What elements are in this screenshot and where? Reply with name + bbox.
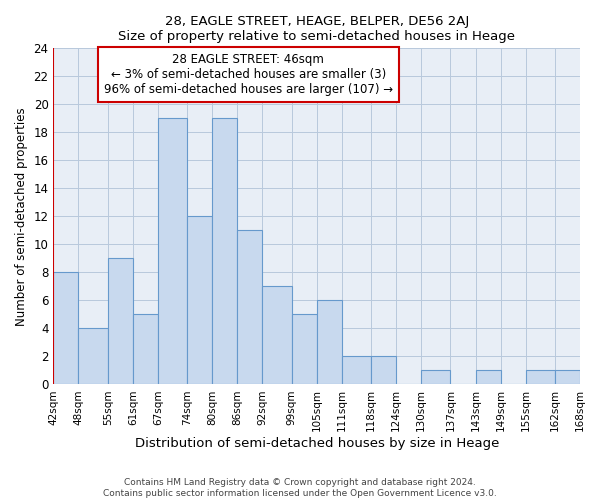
Bar [292, 314, 317, 384]
Bar [421, 370, 451, 384]
Bar [555, 370, 580, 384]
Bar [187, 216, 212, 384]
Bar [238, 230, 262, 384]
Bar [53, 272, 79, 384]
Bar [108, 258, 133, 384]
Bar [371, 356, 396, 384]
Bar [79, 328, 108, 384]
Bar [317, 300, 342, 384]
Text: Contains HM Land Registry data © Crown copyright and database right 2024.
Contai: Contains HM Land Registry data © Crown c… [103, 478, 497, 498]
Bar [476, 370, 500, 384]
Bar [526, 370, 555, 384]
Text: 28 EAGLE STREET: 46sqm
← 3% of semi-detached houses are smaller (3)
96% of semi-: 28 EAGLE STREET: 46sqm ← 3% of semi-deta… [104, 54, 393, 96]
Bar [133, 314, 158, 384]
Bar [212, 118, 238, 384]
Y-axis label: Number of semi-detached properties: Number of semi-detached properties [15, 107, 28, 326]
Bar [342, 356, 371, 384]
Bar [158, 118, 187, 384]
Bar [262, 286, 292, 384]
X-axis label: Distribution of semi-detached houses by size in Heage: Distribution of semi-detached houses by … [134, 437, 499, 450]
Title: 28, EAGLE STREET, HEAGE, BELPER, DE56 2AJ
Size of property relative to semi-deta: 28, EAGLE STREET, HEAGE, BELPER, DE56 2A… [118, 15, 515, 43]
